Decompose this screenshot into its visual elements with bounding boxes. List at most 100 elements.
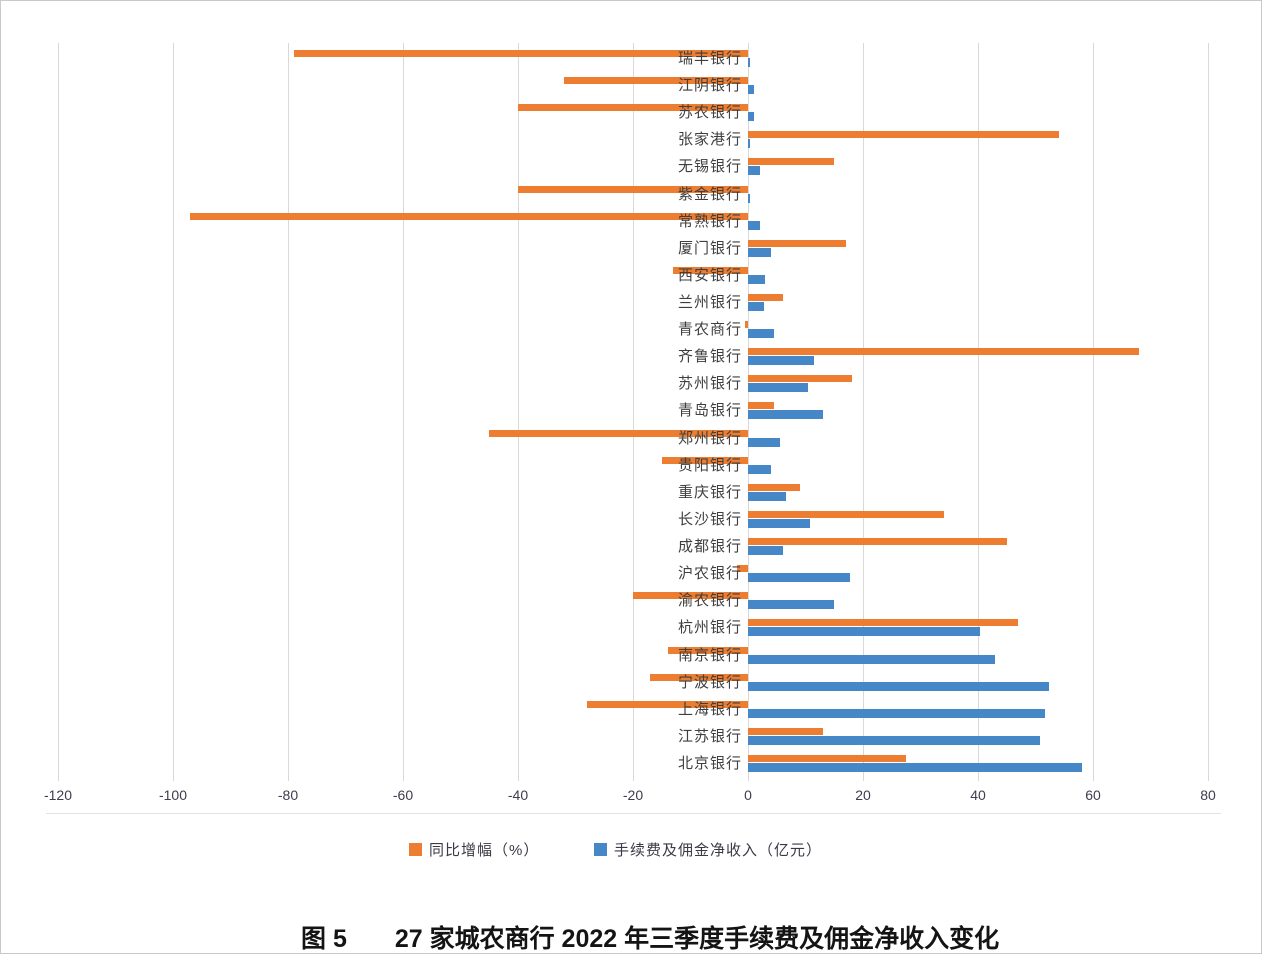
- growth-bar: [748, 727, 823, 735]
- category-label: 厦门银行: [677, 239, 742, 257]
- category-label: 长沙银行: [677, 510, 742, 528]
- figure-caption: 图 5 27 家城农商行 2022 年三季度手续费及佣金净收入变化: [301, 919, 999, 955]
- growth-bar: [745, 321, 748, 329]
- category-label: 北京银行: [677, 754, 742, 772]
- category-label: 常熟银行: [677, 212, 742, 230]
- growth-bar: [748, 754, 907, 762]
- growth-bar: [748, 510, 944, 518]
- growth-bar: [748, 538, 1007, 546]
- gridline-20: [863, 43, 864, 781]
- growth-bar: [748, 375, 852, 383]
- growth-bar: [518, 185, 748, 193]
- legend-swatch-income: [594, 842, 607, 856]
- income-bar: [748, 302, 764, 312]
- income-bar: [748, 220, 760, 230]
- income-bar: [748, 546, 783, 556]
- growth-bar: [293, 50, 748, 57]
- category-label: 成都银行: [677, 538, 742, 556]
- category-label: 渝农银行: [677, 592, 742, 610]
- income-bar: [748, 518, 811, 528]
- x-tick-label--120: -120: [43, 787, 73, 803]
- category-label: 重庆银行: [677, 483, 742, 501]
- growth-bar: [673, 266, 748, 274]
- category-label: 江苏银行: [677, 727, 742, 745]
- x-tick-label-40: 40: [970, 787, 986, 803]
- bar-chart-plot-area: -120 -100 -80 -60 -40 -20 0 20 40 60 80 瑞丰银行 江阴银行 苏农银…: [1, 1, 1262, 816]
- income-bar: [748, 274, 766, 284]
- income-bar: [748, 383, 808, 393]
- x-tick-label-0: 0: [744, 787, 752, 803]
- growth-bar: [748, 402, 774, 410]
- category-label: 张家港行: [677, 131, 742, 149]
- figure-caption-title: 27 家城农商行 2022 年三季度手续费及佣金净收入变化: [394, 925, 1000, 953]
- category-label: 杭州银行: [677, 619, 742, 637]
- growth-bar: [748, 294, 783, 302]
- category-label: 宁波银行: [677, 673, 742, 691]
- growth-bar: [748, 348, 1139, 356]
- income-bar: [748, 247, 771, 257]
- category-label: 青岛银行: [677, 402, 742, 420]
- income-bar: [748, 573, 851, 583]
- income-bar: [748, 85, 754, 95]
- gridline--120: [58, 43, 59, 781]
- gridline--20: [633, 43, 634, 781]
- growth-bar: [748, 158, 835, 166]
- category-label: 上海银行: [677, 700, 742, 718]
- category-label: 紫金银行: [677, 185, 742, 203]
- category-label: 西安银行: [677, 266, 742, 284]
- x-tick-label--100: -100: [158, 787, 188, 803]
- x-tick-label--40: -40: [507, 787, 529, 803]
- growth-bar: [633, 592, 748, 600]
- gridline--100: [173, 43, 174, 781]
- growth-bar: [489, 429, 748, 437]
- category-label: 无锡银行: [677, 158, 742, 176]
- growth-bar: [748, 483, 800, 491]
- growth-bar: [518, 104, 748, 112]
- income-bar: [748, 139, 750, 149]
- income-bar: [748, 600, 835, 610]
- growth-bar: [190, 212, 748, 220]
- x-tick-label--60: -60: [392, 787, 414, 803]
- plot-bottom-border: [46, 813, 1221, 814]
- category-label: 齐鲁银行: [677, 348, 742, 366]
- legend-swatch-growth: [409, 842, 422, 856]
- income-bar: [748, 735, 1041, 745]
- growth-bar: [748, 619, 1019, 627]
- x-tick-label-20: 20: [855, 787, 871, 803]
- category-label: 江阴银行: [677, 77, 742, 95]
- growth-bar: [748, 239, 846, 247]
- category-label: 苏州银行: [677, 375, 742, 393]
- income-bar: [748, 410, 823, 420]
- category-label: 贵阳银行: [677, 456, 742, 474]
- category-label: 青农商行: [677, 321, 742, 339]
- growth-bar: [587, 700, 748, 708]
- income-bar: [748, 329, 775, 339]
- category-label: 沪农银行: [677, 565, 742, 583]
- growth-bar: [661, 456, 748, 464]
- income-bar: [748, 762, 1082, 772]
- income-bar: [748, 58, 751, 67]
- category-label: 南京银行: [677, 646, 742, 664]
- figure-caption-number: 图 5: [301, 925, 347, 953]
- gridline--80: [288, 43, 289, 781]
- category-label: 兰州银行: [677, 294, 742, 312]
- income-bar: [748, 356, 814, 366]
- growth-bar: [667, 646, 748, 654]
- income-bar: [748, 193, 751, 203]
- category-label: 苏农银行: [677, 104, 742, 122]
- gridline-80: [1208, 43, 1209, 781]
- growth-bar: [650, 673, 748, 681]
- x-tick-label--20: -20: [622, 787, 644, 803]
- income-bar: [748, 654, 996, 664]
- gridline-60: [1093, 43, 1094, 781]
- growth-bar: [748, 131, 1059, 139]
- income-bar: [748, 491, 786, 501]
- category-label: 郑州银行: [677, 429, 742, 447]
- growth-bar: [564, 77, 748, 85]
- gridline--60: [403, 43, 404, 781]
- income-bar: [748, 681, 1050, 691]
- income-bar: [748, 708, 1045, 718]
- gridline--40: [518, 43, 519, 781]
- gridline-40: [978, 43, 979, 781]
